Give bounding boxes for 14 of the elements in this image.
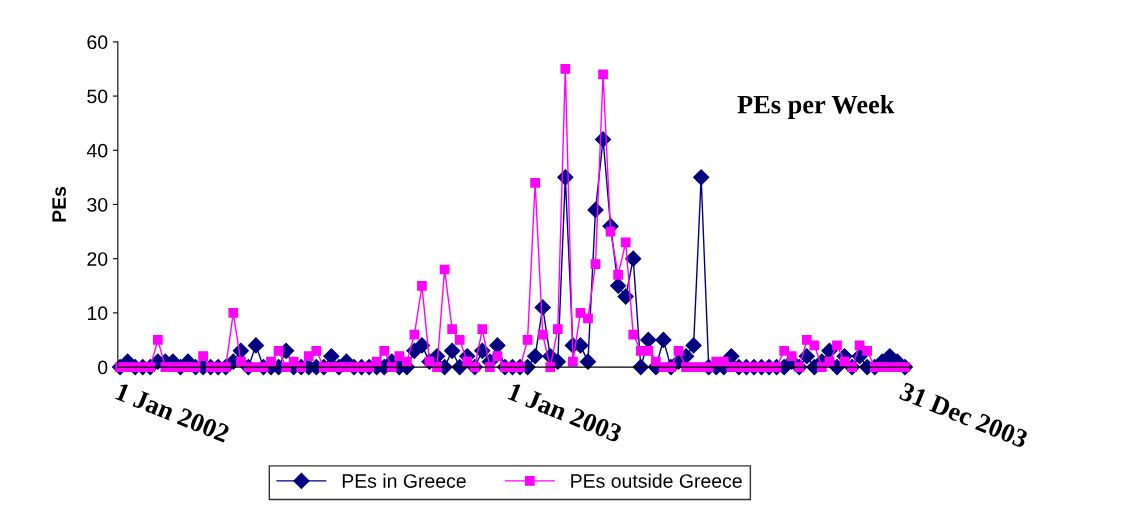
y-axis-title: PEs [52, 186, 66, 222]
y-tick-label: 20 [87, 252, 108, 266]
text: PEs per Week [737, 94, 895, 119]
x-tick-label: 1 Jan 2002 [115, 382, 231, 443]
x-tick-label: 31 Dec 2003 [898, 382, 1029, 449]
legend-label: PEs in Greece [342, 473, 466, 488]
y-tick-label: 40 [86, 143, 108, 158]
y-tick-label: 0 [98, 360, 108, 375]
y-tick-label: 60 [87, 35, 108, 50]
y-tick-label: 30 [87, 197, 108, 212]
y-tick-label: 50 [87, 89, 108, 104]
y-tick-label: 10 [87, 306, 108, 321]
legend-label: PEs outside Greece [571, 473, 742, 488]
x-tick-label: 1 Jan 2003 [507, 382, 623, 443]
